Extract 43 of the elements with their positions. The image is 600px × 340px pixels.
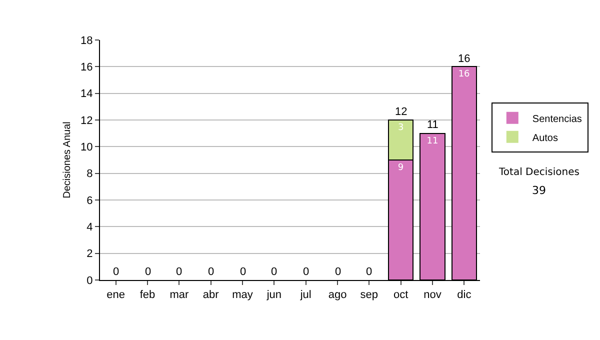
- x-tick-label: dic: [457, 289, 472, 302]
- x-tick-label: mar: [170, 289, 189, 302]
- total-label: 0: [335, 266, 342, 278]
- y-tick-label: 0: [86, 274, 93, 287]
- legend-label: Sentencias: [532, 114, 582, 125]
- x-tick-label: sep: [360, 289, 378, 302]
- total-label: 0: [366, 266, 372, 278]
- y-tick-label: 18: [80, 34, 93, 47]
- x-tick-label: ene: [106, 289, 126, 302]
- y-tick-label: 6: [86, 194, 93, 207]
- x-tick-label: jul: [299, 289, 312, 302]
- y-tick-label: 2: [86, 248, 93, 260]
- total-label: 0: [208, 266, 214, 278]
- y-tick-label: 10: [80, 142, 93, 154]
- total-label: 16: [458, 53, 470, 65]
- data-label: 16: [458, 70, 470, 80]
- y-tick-label: 4: [86, 222, 93, 234]
- total-label: 0: [145, 266, 152, 278]
- y-axis-title: Decisiones Anual: [62, 122, 73, 198]
- y-tick-label: 16: [80, 62, 93, 74]
- y-tick-label: 8: [86, 168, 93, 180]
- x-tick-label: ago: [328, 289, 347, 302]
- text: Total Decisiones: [498, 167, 580, 178]
- x-tick-label: may: [232, 289, 254, 302]
- total-label: 0: [271, 266, 278, 278]
- text: 39: [532, 184, 546, 197]
- x-tick-label: jun: [266, 289, 282, 302]
- total-label: 0: [113, 266, 120, 278]
- total-label: 0: [303, 266, 310, 278]
- x-tick-label: nov: [424, 289, 442, 302]
- legend-label: Autos: [532, 132, 558, 144]
- x-tick-label: feb: [140, 289, 156, 302]
- data-label: 3: [398, 123, 404, 133]
- data-label: 11: [426, 136, 438, 146]
- y-tick-label: 14: [80, 88, 93, 100]
- total-label: 0: [176, 266, 182, 278]
- total-label: 0: [240, 266, 246, 278]
- total-label: 12: [395, 106, 408, 118]
- data-label: 9: [398, 163, 404, 173]
- y-tick-label: 12: [80, 114, 93, 127]
- x-tick-label: oct: [393, 289, 408, 302]
- x-tick-label: abr: [202, 289, 220, 302]
- total-label: 11: [427, 119, 438, 131]
